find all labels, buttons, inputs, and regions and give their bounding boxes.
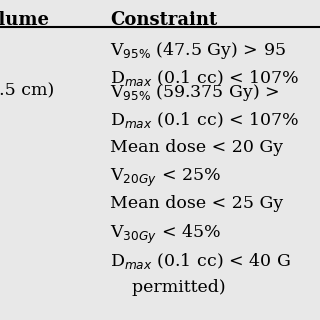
Text: Mean dose < 20 Gy: Mean dose < 20 Gy [110,139,284,156]
Text: D$_{max}$ (0.1 cc) < 107%: D$_{max}$ (0.1 cc) < 107% [110,68,300,88]
Text: Mean dose < 25 Gy: Mean dose < 25 Gy [110,195,284,212]
Text: Constraint: Constraint [110,11,218,29]
Text: D$_{max}$ (0.1 cc) < 107%: D$_{max}$ (0.1 cc) < 107% [110,110,300,130]
Text: V$_{30Gy}$ < 45%: V$_{30Gy}$ < 45% [110,223,221,246]
Text: permitted): permitted) [110,279,226,296]
Text: – 0.5 cm): – 0.5 cm) [0,82,55,99]
Text: D$_{max}$ (0.1 cc) < 40 G: D$_{max}$ (0.1 cc) < 40 G [110,251,291,271]
Text: V$_{95\%}$ (59.375 Gy) >: V$_{95\%}$ (59.375 Gy) > [110,82,280,103]
Text: Volume: Volume [0,11,49,29]
Text: V$_{95\%}$ (47.5 Gy) > 95: V$_{95\%}$ (47.5 Gy) > 95 [110,40,286,61]
Text: V$_{20Gy}$ < 25%: V$_{20Gy}$ < 25% [110,167,221,189]
